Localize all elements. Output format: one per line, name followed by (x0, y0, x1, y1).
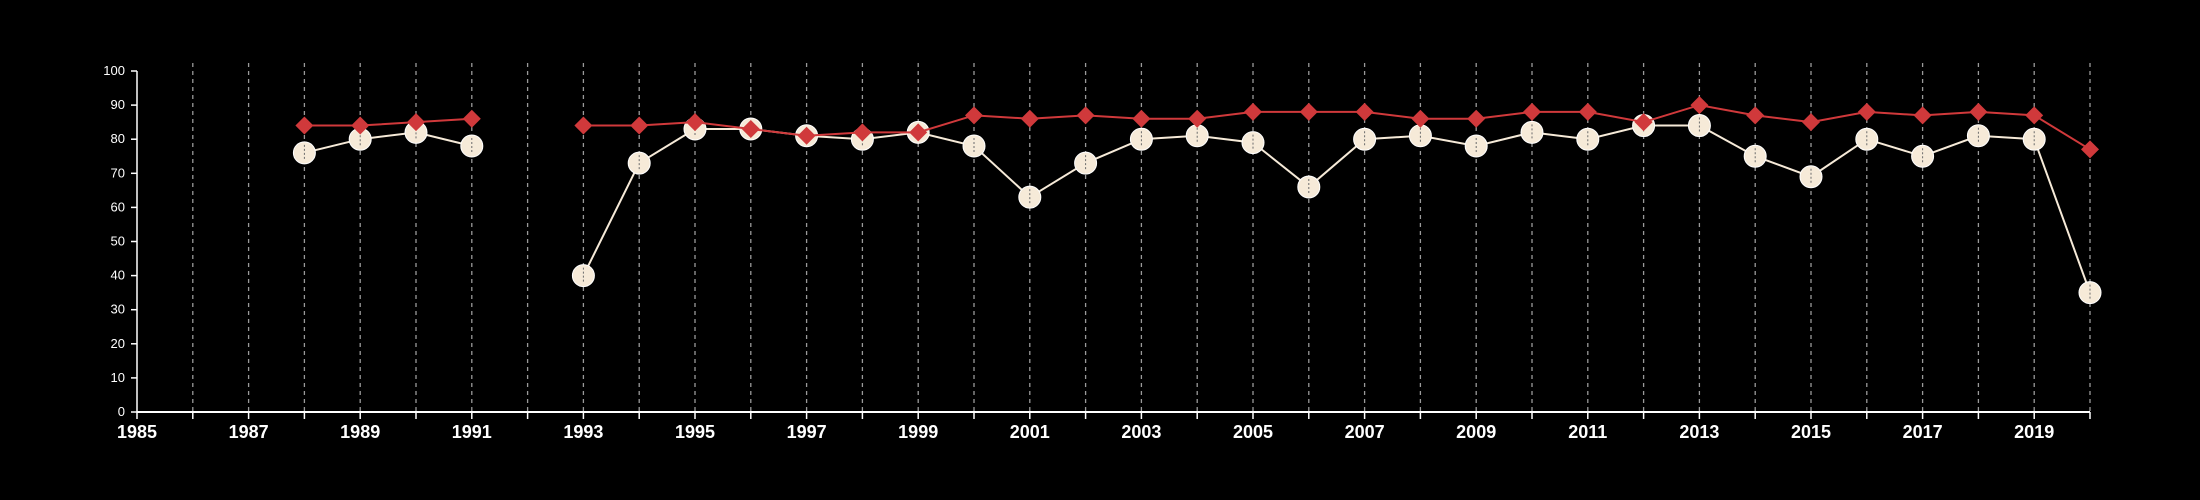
data-point (1634, 113, 1653, 132)
data-point (295, 116, 314, 135)
y-tick-label: 50 (111, 234, 125, 249)
data-point (741, 119, 760, 138)
data-point (1578, 102, 1597, 121)
data-point (630, 116, 649, 135)
y-tick-label: 40 (111, 268, 125, 283)
series-2 (292, 114, 2102, 305)
data-point (797, 126, 816, 145)
y-tick-label: 10 (111, 370, 125, 385)
data-point (1690, 96, 1709, 115)
data-point (1966, 124, 1990, 148)
series-1 (295, 96, 2099, 159)
x-tick-label: 1989 (340, 422, 380, 442)
x-tick-label: 2013 (1679, 422, 1719, 442)
data-point (574, 116, 593, 135)
y-tick-label: 60 (111, 199, 125, 214)
data-point (1913, 106, 1932, 125)
y-tick-label: 100 (103, 63, 125, 78)
y-tick-label: 30 (111, 302, 125, 317)
data-point (965, 106, 983, 125)
x-tick-label: 2005 (1233, 422, 1273, 442)
x-tick-label: 2017 (1903, 422, 1943, 442)
data-point (853, 123, 872, 142)
data-point (1523, 102, 1541, 121)
y-tick-label: 90 (111, 97, 125, 112)
series-1-line (583, 104, 2091, 151)
data-point (2081, 140, 2099, 159)
x-tick-label: 1995 (675, 422, 715, 442)
data-point (351, 116, 370, 135)
x-tick-label: 1985 (117, 422, 157, 442)
data-point (1244, 102, 1262, 121)
series-group (292, 96, 2102, 305)
series-1-line (304, 117, 472, 127)
x-tick-label: 2003 (1121, 422, 1161, 442)
x-tick-label: 1987 (229, 422, 269, 442)
series-2-line (582, 124, 2091, 293)
data-point (909, 123, 928, 142)
data-point (1411, 109, 1430, 128)
data-point (2025, 106, 2044, 125)
axes: 0 10 20 30 40 50 60 70 80 90 100 1985 1987 1989 1991 19… (103, 63, 2091, 442)
series-2-line (304, 131, 473, 154)
data-point (1746, 106, 1765, 125)
x-tick-label: 2019 (2014, 422, 2054, 442)
data-point (1857, 102, 1876, 121)
y-tick-label: 0 (118, 404, 125, 419)
x-tick-label: 1999 (898, 422, 938, 442)
data-point (1188, 109, 1207, 128)
data-point (1132, 109, 1151, 128)
x-tick-label: 2007 (1345, 422, 1385, 442)
x-tick-label: 1991 (452, 422, 492, 442)
data-point (1969, 102, 1988, 121)
data-point (1355, 102, 1374, 121)
x-tick-label: 1997 (787, 422, 827, 442)
x-tick-label: 2011 (1568, 422, 1607, 442)
data-point (1467, 109, 1486, 128)
data-point (462, 109, 481, 128)
x-tick-label: 2009 (1456, 422, 1496, 442)
data-point (407, 113, 425, 132)
data-point (686, 113, 704, 132)
y-tick-label: 70 (111, 165, 125, 180)
data-point (1076, 106, 1095, 125)
x-tick-label: 1993 (563, 422, 603, 442)
x-tick-label: 2015 (1791, 422, 1831, 442)
data-point (1802, 113, 1820, 132)
data-point (1020, 109, 1039, 128)
y-tick-label: 80 (111, 131, 125, 146)
x-tick-label: 2001 (1010, 422, 1050, 442)
y-tick-label: 20 (111, 336, 125, 351)
data-point (1299, 102, 1318, 121)
